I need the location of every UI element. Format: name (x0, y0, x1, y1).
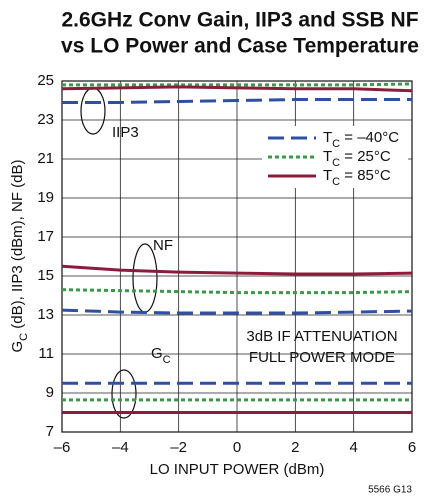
x-tick-label: 0 (233, 439, 241, 456)
line-nf (61, 288, 413, 295)
callout (80, 87, 106, 135)
y-tick-label: 23 (37, 111, 54, 128)
callout (111, 369, 137, 419)
annotation: IIP3 (112, 124, 139, 141)
y-tick-label: 7 (46, 423, 54, 440)
chart-title: vs LO Power and Case Temperature (61, 35, 419, 58)
legend-box (262, 126, 408, 188)
x-tick-label: 2 (291, 439, 299, 456)
callout (132, 243, 158, 313)
y-tick-label: 13 (37, 306, 54, 323)
legend-label: TC = –40°C (323, 129, 399, 150)
annotation: FULL POWER MODE (249, 349, 395, 366)
x-tick-label: 4 (349, 439, 357, 456)
x-axis-label: LO INPUT POWER (dBm) (150, 461, 325, 478)
y-tick-label: 9 (46, 384, 54, 401)
x-tick-label: –6 (54, 439, 71, 456)
line-iip3 (62, 82, 413, 87)
legend-label: TC = 85°C (323, 167, 391, 188)
y-tick-label: 15 (37, 267, 54, 284)
figure-id: 5566 G13 (368, 485, 412, 496)
line-iip3 (62, 98, 412, 104)
y-tick-label: 19 (37, 189, 54, 206)
y-tick-label: 17 (37, 228, 54, 245)
chart-title: 2.6GHz Conv Gain, IIP3 and SSB NF (61, 9, 418, 32)
x-tick-label: –2 (170, 439, 187, 456)
line-iip3 (61, 85, 413, 93)
plot-frame (61, 80, 413, 433)
line-nf (61, 264, 413, 276)
y-tick-label: 21 (37, 150, 54, 167)
x-tick-label: –4 (112, 439, 129, 456)
y-axis-label: GC (dB), IIP3 (dBm), NF (dB) (9, 160, 30, 353)
legend-label: TC = 25°C (323, 148, 391, 169)
annotation: NF (153, 237, 173, 254)
x-tick-label: 6 (408, 439, 416, 456)
y-tick-label: 11 (38, 345, 54, 362)
line-nf (61, 308, 413, 315)
annotation: 3dB IF ATTENUATION (246, 328, 397, 345)
annotation: GC (151, 345, 171, 366)
y-tick-label: 25 (37, 72, 54, 89)
